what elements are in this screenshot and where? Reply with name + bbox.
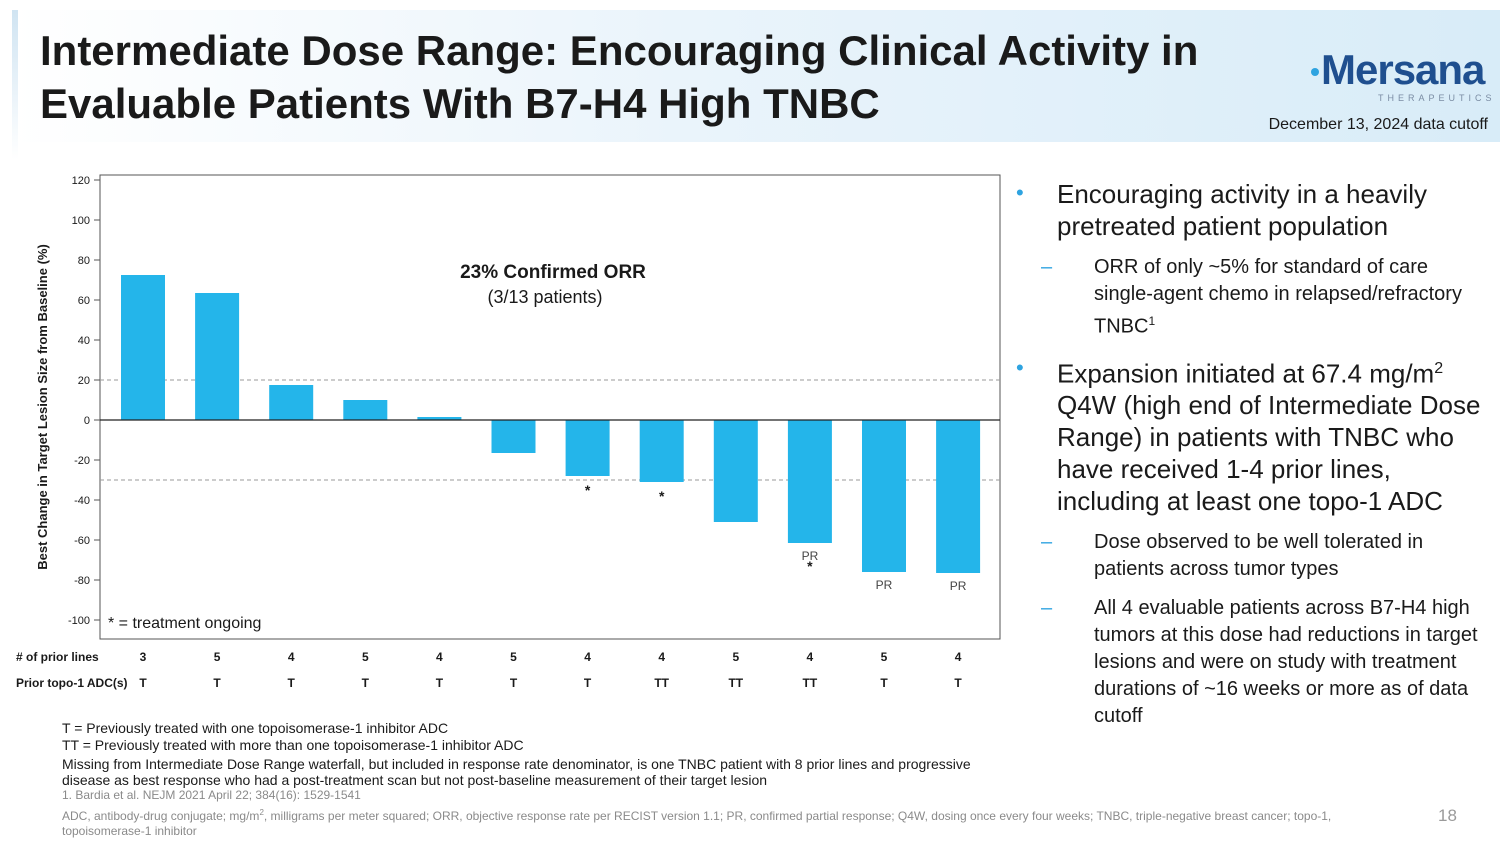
prior-lines-cell: 4 bbox=[584, 650, 591, 664]
prior-lines-cell: 5 bbox=[361, 650, 369, 664]
mersana-logo: Mersana THERAPEUTICS bbox=[1308, 44, 1492, 104]
ongoing-marker: * bbox=[585, 482, 591, 498]
bar-patient-8 bbox=[639, 420, 684, 482]
prior-lines-cell: 4 bbox=[806, 650, 814, 664]
bullet-2-sub-1: – Dose observed to be well tolerated in p… bbox=[1041, 531, 1424, 581]
prior-adc-cell: T bbox=[287, 676, 295, 690]
bar-patient-3 bbox=[269, 385, 314, 420]
y-tick-label: 0 bbox=[84, 415, 90, 427]
prior-lines-cell: 5 bbox=[880, 650, 888, 664]
ongoing-marker: * bbox=[807, 558, 813, 574]
y-tick-label: -60 bbox=[74, 535, 90, 547]
bar-patient-4 bbox=[343, 400, 388, 420]
bullet-1-sub-1: – ORR of only ~5% for standard of care si… bbox=[1041, 256, 1462, 338]
y-tick-label: 100 bbox=[72, 215, 90, 227]
bar-patient-10 bbox=[787, 420, 832, 543]
bars bbox=[121, 275, 981, 573]
prior-adc-cell: T bbox=[954, 676, 962, 690]
y-tick-label: 120 bbox=[72, 175, 90, 187]
bullet-2-sub-2-text: All 4 evaluable patients across B7-H4 hi… bbox=[1094, 597, 1478, 728]
y-tick-label: -40 bbox=[74, 495, 90, 507]
y-axis-label: Best Change in Target Lesion Size from B… bbox=[35, 244, 50, 570]
page-number: 18 bbox=[1438, 806, 1457, 825]
logo-dot-icon bbox=[1311, 68, 1319, 76]
bar-patient-11 bbox=[862, 420, 906, 572]
prior-lines-label: # of prior lines bbox=[16, 650, 99, 664]
bullet-1-sub-1-sup: 1 bbox=[1148, 314, 1156, 328]
logo-wordmark: Mersana bbox=[1321, 46, 1485, 93]
bar-patient-7 bbox=[565, 420, 610, 476]
bullet-2-sub-2: – All 4 evaluable patients across B7-H4 h… bbox=[1041, 597, 1478, 728]
prior-adc-cell: T bbox=[139, 676, 147, 690]
bar-patient-12 bbox=[936, 420, 981, 573]
bar-patient-5 bbox=[417, 417, 462, 420]
bullet-2: • Expansion initiated at 67.4 mg/m2 Q4W (… bbox=[1016, 354, 1481, 517]
response-label: PR bbox=[802, 549, 819, 563]
bar-patient-1 bbox=[121, 275, 165, 420]
bar-patient-9 bbox=[713, 420, 758, 522]
data-cutoff-date: December 13, 2024 data cutoff bbox=[1268, 116, 1488, 133]
orr-annotation-subtitle: (3/13 patients) bbox=[487, 287, 602, 307]
prior-lines-cell: 4 bbox=[287, 650, 295, 664]
response-label: PR bbox=[950, 579, 967, 593]
prior-lines-cell: 5 bbox=[732, 650, 740, 664]
prior-adc-cell: TT bbox=[802, 676, 818, 690]
prior-adc-cell: T bbox=[361, 676, 369, 690]
response-label: PR bbox=[876, 578, 893, 592]
abbrev-post: , milligrams per meter squared; ORR, obj… bbox=[62, 809, 1332, 838]
prior-adc-cell: TT bbox=[654, 676, 670, 690]
ongoing-marker: * bbox=[659, 488, 665, 504]
bullet-2-sub-1-text: Dose observed to be well tolerated in pa… bbox=[1094, 531, 1424, 581]
prior-lines-cell: 5 bbox=[213, 650, 221, 664]
y-tick-label: -80 bbox=[74, 575, 90, 587]
reference-lines bbox=[100, 379, 1000, 481]
y-tick-label: 40 bbox=[78, 335, 90, 347]
prior-lines-cell: 4 bbox=[436, 650, 443, 664]
y-tick-label: 20 bbox=[78, 375, 90, 387]
t-definition: T = Previously treated with one topoisom… bbox=[62, 720, 449, 736]
prior-adc-cell: T bbox=[213, 676, 221, 690]
prior-adc-cell: T bbox=[509, 676, 518, 690]
prior-lines-cell: 5 bbox=[510, 650, 517, 664]
prior-adc-cell: T bbox=[583, 676, 592, 690]
bar-patient-2 bbox=[195, 293, 240, 420]
reference-footnote: 1. Bardia et al. NEJM 2021 April 22; 384… bbox=[62, 788, 361, 802]
plot-frame bbox=[99, 174, 1001, 640]
bullet-1-sub-1-text: ORR of only ~5% for standard of care sin… bbox=[1094, 256, 1462, 338]
prior-adc-cell: T bbox=[880, 676, 888, 690]
y-axis-ticks: 120 100 80 60 40 20 0 -20 -40 -60 -80 -100 bbox=[68, 175, 100, 627]
prior-adc-cell: T bbox=[435, 676, 444, 690]
abbrev-pre: ADC, antibody-drug conjugate; mg/m bbox=[62, 809, 260, 823]
logo-subtext: THERAPEUTICS bbox=[1378, 93, 1496, 103]
bullet-1-text: Encouraging activity in a heavily pretre… bbox=[1057, 179, 1427, 241]
y-tick-label: -20 bbox=[74, 455, 90, 467]
y-tick-label: -100 bbox=[68, 615, 90, 627]
missing-patient-note: Missing from Intermediate Dose Range wat… bbox=[62, 756, 971, 788]
header-accent bbox=[12, 10, 18, 160]
bullet-1: • Encouraging activity in a heavily pretr… bbox=[1016, 179, 1427, 241]
orr-annotation-title: 23% Confirmed ORR bbox=[460, 262, 646, 283]
prior-lines-cell: 4 bbox=[954, 650, 962, 664]
treatment-ongoing-note: * = treatment ongoing bbox=[108, 615, 261, 632]
y-tick-label: 60 bbox=[78, 295, 90, 307]
abbrev-sup: 2 bbox=[259, 808, 264, 817]
prior-adc-cell: TT bbox=[728, 676, 744, 690]
bar-patient-6 bbox=[491, 420, 536, 453]
slide-title: Intermediate Dose Range: Encouraging Cli… bbox=[40, 27, 1199, 127]
header-band bbox=[12, 10, 1500, 142]
prior-lines-cell: 4 bbox=[658, 650, 666, 664]
bar-labels: * *PR*PR PR bbox=[585, 482, 967, 593]
bullet-2-pre: Expansion initiated at 67.4 mg/m bbox=[1057, 358, 1435, 389]
tt-definition: TT = Previously treated with more than o… bbox=[62, 737, 524, 753]
prior-adc-label: Prior topo-1 ADC(s) bbox=[16, 676, 128, 690]
bullet-2-post: Q4W (high end of Intermediate Dose Range… bbox=[1057, 390, 1481, 517]
bullet-list: • Encouraging activity in a heavily pretr… bbox=[1016, 178, 1486, 742]
abbreviations-footnote: ADC, antibody-drug conjugate; mg/m2, mil… bbox=[62, 805, 1402, 839]
y-tick-label: 80 bbox=[78, 255, 90, 267]
prior-lines-cell: 3 bbox=[139, 650, 147, 664]
bullet-2-sup: 2 bbox=[1434, 359, 1444, 377]
